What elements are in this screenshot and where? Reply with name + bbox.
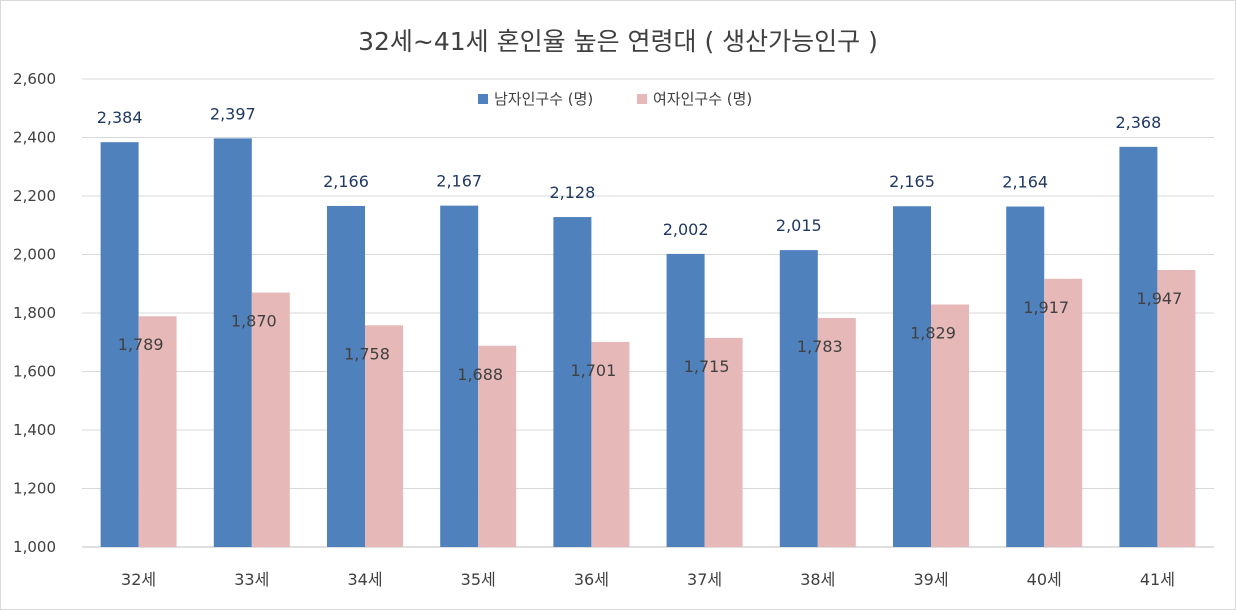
x-category-label: 38세 bbox=[800, 570, 835, 589]
y-tick-label: 2,000 bbox=[13, 246, 56, 264]
data-label-male: 2,002 bbox=[663, 220, 709, 239]
x-category-label: 34세 bbox=[347, 570, 382, 589]
data-label-female: 1,829 bbox=[910, 324, 956, 343]
bar-series bbox=[100, 138, 1196, 548]
bar-female bbox=[1044, 278, 1083, 547]
bar-female bbox=[138, 316, 177, 547]
y-tick-label: 2,600 bbox=[13, 70, 56, 88]
y-tick-label: 2,400 bbox=[13, 129, 56, 147]
x-category-label: 39세 bbox=[913, 570, 948, 589]
data-label-female: 1,947 bbox=[1136, 289, 1182, 308]
y-tick-label: 2,200 bbox=[13, 187, 56, 205]
bar-male bbox=[213, 138, 252, 547]
y-tick-label: 1,200 bbox=[13, 480, 56, 498]
data-label-male: 2,165 bbox=[889, 172, 935, 191]
legend-label-male: 남자인구수 (명) bbox=[494, 90, 593, 108]
data-label-male: 2,384 bbox=[97, 108, 143, 127]
y-tick-label: 1,400 bbox=[13, 421, 56, 439]
data-label-male: 2,164 bbox=[1002, 173, 1048, 192]
x-category-label: 35세 bbox=[461, 570, 496, 589]
bar-male bbox=[1006, 206, 1045, 547]
data-label-female: 1,688 bbox=[457, 365, 503, 384]
bar-female bbox=[931, 304, 969, 547]
x-category-label: 36세 bbox=[574, 570, 609, 589]
data-label-male: 2,128 bbox=[549, 183, 595, 202]
bar-female bbox=[1157, 270, 1196, 547]
data-label-female: 1,758 bbox=[344, 344, 390, 363]
y-tick-label: 1,600 bbox=[13, 363, 56, 381]
data-label-male: 2,015 bbox=[776, 216, 822, 235]
data-label-male: 2,368 bbox=[1115, 113, 1161, 132]
bar-female bbox=[251, 292, 290, 547]
data-label-male: 2,167 bbox=[436, 172, 482, 191]
y-axis-ticks: 1,000 1,200 1,400 1,600 1,800 2,000 2,200 2,400… bbox=[13, 70, 56, 556]
y-tick-label: 1,800 bbox=[13, 304, 56, 322]
x-category-label: 32세 bbox=[121, 570, 156, 589]
legend-swatch-female bbox=[637, 94, 647, 104]
data-label-male: 2,397 bbox=[210, 104, 256, 123]
bar-female bbox=[478, 345, 517, 547]
x-category-label: 41세 bbox=[1140, 570, 1175, 589]
bar-male bbox=[779, 250, 818, 548]
bar-male bbox=[1119, 146, 1158, 548]
data-label-female: 1,701 bbox=[570, 361, 616, 380]
x-category-label: 33세 bbox=[234, 570, 269, 589]
data-label-female: 1,917 bbox=[1023, 298, 1069, 317]
legend: 남자인구수 (명) 여자인구수 (명) bbox=[478, 90, 752, 108]
bar-female bbox=[591, 341, 630, 547]
legend-label-female: 여자인구수 (명) bbox=[653, 90, 752, 108]
data-label-female: 1,870 bbox=[231, 312, 277, 331]
data-label-female: 1,715 bbox=[684, 357, 730, 376]
bar-female bbox=[365, 325, 403, 547]
data-label-male: 2,166 bbox=[323, 172, 369, 191]
bar-male bbox=[100, 142, 139, 547]
bar-male bbox=[327, 205, 365, 547]
bar-male bbox=[893, 206, 931, 548]
x-axis-categories: 32세 33세 34세 35세 36세 37세 38세 39세 40세 41세 bbox=[121, 570, 1175, 589]
bar-male bbox=[440, 205, 479, 547]
bar-female bbox=[704, 337, 743, 547]
bar-male bbox=[666, 253, 705, 548]
y-tick-label: 1,000 bbox=[13, 538, 56, 556]
legend-swatch-male bbox=[478, 94, 488, 104]
x-category-label: 37세 bbox=[687, 570, 722, 589]
data-label-female: 1,783 bbox=[797, 337, 843, 356]
bar-male bbox=[553, 217, 592, 547]
data-label-female: 1,789 bbox=[118, 335, 164, 354]
data-labels: 2,384 1,789 2,397 1,870 2,166 1,758 2,167 1,688… bbox=[97, 104, 1183, 383]
bar-female bbox=[817, 317, 856, 547]
chart-title: 32세~41세 혼인율 높은 연령대 ( 생산가능인구 ) bbox=[358, 27, 878, 56]
x-category-label: 40세 bbox=[1027, 570, 1062, 589]
